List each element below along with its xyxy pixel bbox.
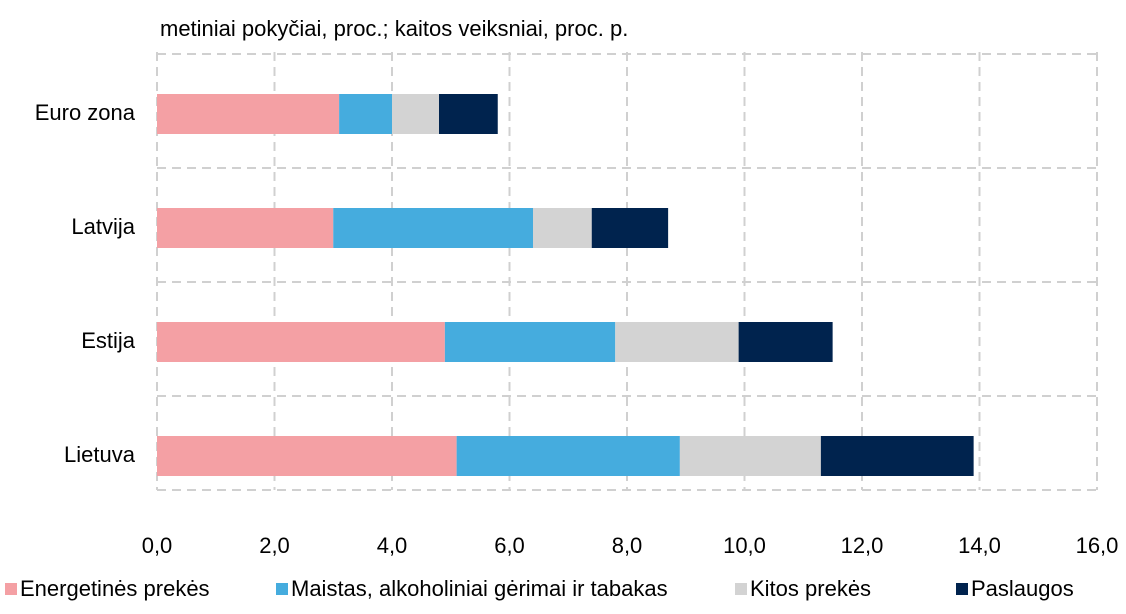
bar-segment [591, 208, 669, 248]
y-tick-label: Euro zona [35, 100, 136, 125]
legend-swatch [956, 583, 968, 595]
bar-segment [615, 322, 739, 362]
x-tick-label: 10,0 [723, 533, 766, 558]
bar-segment [533, 208, 592, 248]
y-tick-label: Estija [81, 328, 136, 353]
bar-segment [339, 94, 392, 134]
legend-swatch [276, 583, 288, 595]
y-tick-label: Latvija [71, 214, 135, 239]
bar-segment [456, 436, 680, 476]
legend-swatch [735, 583, 747, 595]
x-tick-label: 14,0 [958, 533, 1001, 558]
x-tick-label: 12,0 [841, 533, 884, 558]
x-tick-label: 16,0 [1076, 533, 1119, 558]
bar-segment [157, 322, 445, 362]
bar-segment [157, 94, 340, 134]
legend-label: Energetinės prekės [20, 576, 210, 601]
bar-segment [679, 436, 821, 476]
y-tick-label: Lietuva [64, 442, 136, 467]
legend-swatch [5, 583, 17, 595]
legend-label: Paslaugos [971, 576, 1074, 601]
bar-segment [820, 436, 974, 476]
bar-segment [157, 436, 457, 476]
bar-segment [392, 94, 439, 134]
x-tick-label: 8,0 [612, 533, 643, 558]
bar-segment [333, 208, 533, 248]
bar-segment [157, 208, 334, 248]
x-tick-label: 4,0 [377, 533, 408, 558]
legend-label: Kitos prekės [750, 576, 871, 601]
x-tick-label: 6,0 [494, 533, 525, 558]
bar-segment [439, 94, 498, 134]
bar-segment [444, 322, 616, 362]
chart-title: metiniai pokyčiai, proc.; kaitos veiksni… [160, 16, 628, 41]
bar-segment [738, 322, 833, 362]
x-tick-label: 2,0 [259, 533, 290, 558]
x-tick-label: 0,0 [142, 533, 173, 558]
legend-label: Maistas, alkoholiniai gėrimai ir tabakas [291, 576, 668, 601]
